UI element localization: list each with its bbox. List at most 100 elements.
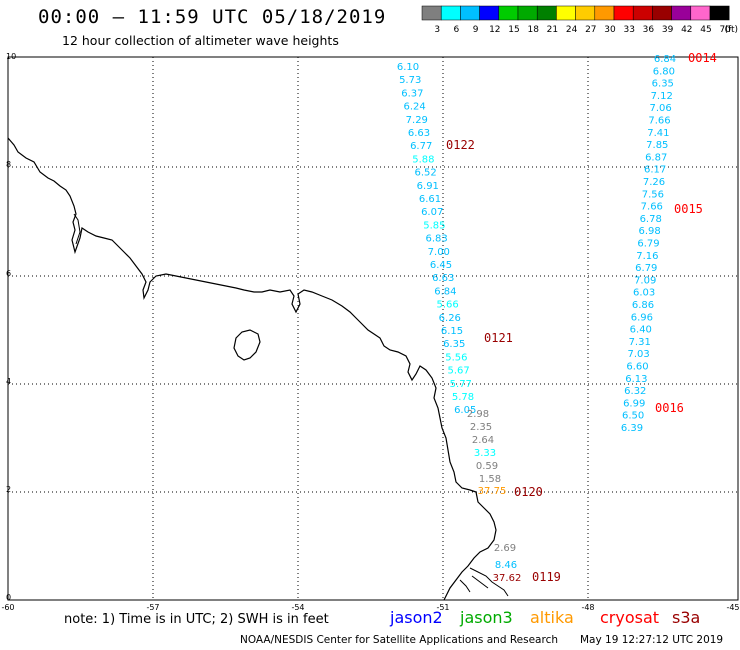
wave-value: 6.91	[417, 181, 439, 192]
wave-value: 2.69	[494, 543, 516, 554]
wave-value: 8.46	[495, 560, 517, 571]
y-tick-label: 2	[6, 485, 11, 494]
wave-value: 5.85	[423, 220, 445, 231]
wave-value: 1.58	[479, 474, 501, 485]
x-tick-label: -51	[436, 603, 449, 612]
wave-value: 6.63	[408, 128, 430, 139]
y-tick-label: 0	[6, 593, 11, 602]
scale-label: 36	[643, 25, 655, 35]
wave-value: 6.37	[401, 88, 423, 99]
scale-label: 21	[547, 25, 558, 35]
wave-value: 6.35	[443, 339, 465, 350]
wave-value: 2.64	[472, 435, 494, 446]
wave-value: 37.75	[478, 486, 507, 497]
wave-value: 6.26	[439, 313, 461, 324]
wave-value: 0.59	[476, 461, 498, 472]
wave-value: 6.17	[644, 165, 666, 176]
wave-value: 6.98	[638, 226, 660, 237]
wave-value: 6.63	[432, 273, 454, 284]
x-tick-label: -54	[291, 603, 304, 612]
note-text: note: 1) Time is in UTC; 2) SWH is in fe…	[64, 612, 329, 627]
wave-value: 6.78	[640, 214, 662, 225]
scale-label: 18	[527, 25, 539, 35]
wave-value: 6.83	[425, 234, 447, 245]
wave-value: 7.29	[406, 115, 428, 126]
wave-value: 7.16	[636, 251, 658, 262]
wave-value: 6.35	[652, 79, 674, 90]
island	[233, 329, 261, 361]
inlet-detail	[73, 213, 509, 597]
wave-value: 6.79	[635, 263, 657, 274]
wave-value: 6.07	[421, 207, 443, 218]
wave-value: 2.98	[467, 409, 489, 420]
wave-value: 2.35	[470, 422, 492, 433]
x-tick-label: -45	[726, 603, 739, 612]
wave-value: 5.78	[452, 392, 474, 403]
time-label: 0119	[532, 570, 561, 584]
wave-value: 7.06	[649, 103, 671, 114]
scale-label: 27	[585, 25, 596, 35]
time-label: 0016	[655, 401, 684, 415]
scale-label: 70	[719, 25, 731, 35]
wave-value: 6.10	[397, 62, 419, 73]
scale-swatch	[709, 5, 730, 21]
y-tick-label: 8	[6, 160, 11, 169]
wave-value: 6.13	[625, 374, 647, 385]
time-label: 0014	[688, 51, 717, 65]
wave-value: 5.67	[447, 366, 469, 377]
wave-values: 6.10 5.73 6.37 6.24 7.29 6.63 6.77 5.88 6.52 6.91…	[397, 54, 676, 584]
wave-value: 6.84	[434, 286, 456, 297]
wave-value: 6.52	[414, 168, 436, 179]
wave-value: 3.33	[474, 448, 496, 459]
scale-label: 45	[700, 25, 711, 35]
x-tick-label: -57	[146, 603, 159, 612]
x-tick-label: -48	[581, 603, 594, 612]
scale-label: 42	[681, 25, 692, 35]
wave-value: 6.84	[654, 54, 676, 65]
map-subtitle: 12 hour collection of altimeter wave hei…	[62, 33, 339, 48]
wave-value: 7.26	[643, 177, 665, 188]
wave-value: 7.00	[428, 247, 450, 258]
wave-value: 6.86	[632, 300, 654, 311]
wave-value: 7.12	[651, 91, 673, 102]
timestamp-text: May 19 12:27:12 UTC 2019	[580, 634, 724, 646]
scale-label: 3	[434, 25, 440, 35]
wave-value: 6.05	[454, 405, 476, 416]
wave-value: 6.87	[645, 152, 667, 163]
credit-text: NOAA/NESDIS Center for Satellite Applica…	[240, 634, 558, 646]
grid	[8, 57, 738, 600]
scale-label: 33	[623, 25, 634, 35]
satellite-name: jason2	[390, 608, 443, 627]
time-labels: 0014 0122 0015 0121 0016 0120 0119	[446, 51, 717, 584]
map-title: 00:00 – 11:59 UTC 05/18/2019	[38, 6, 387, 28]
wave-value: 7.85	[646, 140, 668, 151]
scale-label: 30	[604, 25, 616, 35]
scale-label: 9	[473, 25, 479, 35]
y-tick-label: 4	[6, 377, 11, 386]
wave-value: 5.66	[436, 300, 458, 311]
wave-value: 6.99	[623, 398, 645, 409]
wave-value: 6.61	[419, 194, 441, 205]
wave-value: 7.03	[627, 349, 649, 360]
wave-value: 7.66	[648, 116, 670, 127]
wave-value: 6.32	[624, 386, 646, 397]
axis-ticks: -60 -57 -54 -51 -48 -45 0 2 4 6 8 10	[1, 52, 739, 612]
wave-value: 6.39	[621, 423, 643, 434]
wave-value: 5.73	[399, 75, 421, 86]
wave-value: 6.96	[631, 312, 653, 323]
wave-value: 6.24	[403, 102, 425, 113]
wave-value: 7.66	[641, 202, 663, 213]
wave-value: 7.41	[647, 128, 669, 139]
scale-label: 6	[454, 25, 460, 35]
satellite-name: s3a	[672, 608, 701, 627]
wave-value: 6.03	[633, 288, 655, 299]
satellite-name: cryosat	[600, 608, 660, 627]
time-label: 0121	[484, 331, 513, 345]
wave-value: 6.79	[637, 239, 659, 250]
scale-label: 12	[489, 25, 500, 35]
wave-value: 6.15	[441, 326, 463, 337]
color-scale: 3 6 9 12 15 18 21 24 27 30 33 36 39 42 45 70(ft)	[421, 5, 738, 35]
x-tick-label: -60	[1, 603, 14, 612]
wave-value: 6.77	[410, 141, 432, 152]
